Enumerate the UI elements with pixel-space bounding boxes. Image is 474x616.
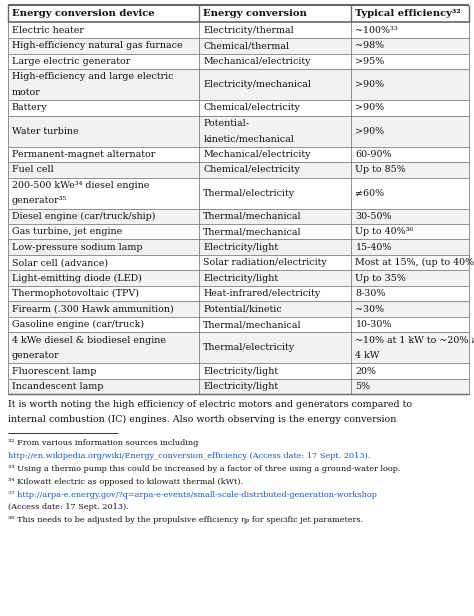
Text: 4 kWe diesel & biodiesel engine: 4 kWe diesel & biodiesel engine xyxy=(12,336,166,345)
Bar xyxy=(8,177,469,208)
Text: 15-40%: 15-40% xyxy=(356,243,392,252)
Bar xyxy=(8,54,469,69)
Text: Electricity/light: Electricity/light xyxy=(203,274,278,283)
Text: ³⁶ This needs to be adjusted by the propulsive efficiency ηₚ for specific jet pa: ³⁶ This needs to be adjusted by the prop… xyxy=(8,516,363,524)
Text: 5%: 5% xyxy=(356,383,371,391)
Text: Most at 15%, (up to 40%): Most at 15%, (up to 40%) xyxy=(356,258,474,267)
Text: Typical efficiency³²: Typical efficiency³² xyxy=(356,9,461,18)
Text: >90%: >90% xyxy=(356,103,384,112)
Bar xyxy=(8,270,469,286)
Text: Water turbine: Water turbine xyxy=(12,126,79,136)
Text: http://en.wikipedia.org/wiki/Energy_conversion_efficiency (Access date: 17 Sept.: http://en.wikipedia.org/wiki/Energy_conv… xyxy=(8,452,370,460)
Text: (Access date: 17 Sept. 2013).: (Access date: 17 Sept. 2013). xyxy=(8,503,129,511)
Text: ³⁵ http://arpa-e.energy.gov/?q=arpa-e-events/small-scale-distributed-generation-: ³⁵ http://arpa-e.energy.gov/?q=arpa-e-ev… xyxy=(8,491,377,499)
Text: Thermal/electricity: Thermal/electricity xyxy=(203,344,295,352)
Text: 30-50%: 30-50% xyxy=(356,212,392,221)
Text: generator³⁵: generator³⁵ xyxy=(12,197,67,205)
Text: Energy conversion device: Energy conversion device xyxy=(12,9,155,18)
Text: 200-500 kWe³⁴ diesel engine: 200-500 kWe³⁴ diesel engine xyxy=(12,180,149,190)
Text: generator: generator xyxy=(12,351,60,360)
Text: >90%: >90% xyxy=(356,126,384,136)
Text: Diesel engine (car/truck/ship): Diesel engine (car/truck/ship) xyxy=(12,212,155,221)
Text: Electricity/thermal: Electricity/thermal xyxy=(203,26,294,34)
Text: ~30%: ~30% xyxy=(356,305,384,314)
Bar xyxy=(8,147,469,162)
Bar xyxy=(8,208,469,224)
Text: Chemical/thermal: Chemical/thermal xyxy=(203,41,290,51)
Text: Up to 35%: Up to 35% xyxy=(356,274,406,283)
Text: 10-30%: 10-30% xyxy=(356,320,392,329)
Text: Light-emitting diode (LED): Light-emitting diode (LED) xyxy=(12,274,142,283)
Text: Chemical/electricity: Chemical/electricity xyxy=(203,103,300,112)
Text: ~98%: ~98% xyxy=(356,41,384,51)
Text: >90%: >90% xyxy=(356,80,384,89)
Text: Fuel cell: Fuel cell xyxy=(12,165,54,174)
Bar xyxy=(8,224,469,240)
Text: Fluorescent lamp: Fluorescent lamp xyxy=(12,367,96,376)
Text: Energy conversion: Energy conversion xyxy=(203,9,307,18)
Text: 20%: 20% xyxy=(356,367,376,376)
Text: ³² From various information sources including: ³² From various information sources incl… xyxy=(8,439,198,447)
Text: ³⁴ Kilowatt electric as opposed to kilowatt thermal (kWt).: ³⁴ Kilowatt electric as opposed to kilow… xyxy=(8,478,243,486)
Text: ~100%³³: ~100%³³ xyxy=(356,26,398,34)
Text: Firearm (.300 Hawk ammunition): Firearm (.300 Hawk ammunition) xyxy=(12,305,174,314)
Bar xyxy=(8,5,469,23)
Text: Gas turbine, jet engine: Gas turbine, jet engine xyxy=(12,227,122,237)
Text: >95%: >95% xyxy=(356,57,385,66)
Bar xyxy=(8,116,469,147)
Text: Battery: Battery xyxy=(12,103,47,112)
Text: Mechanical/electricity: Mechanical/electricity xyxy=(203,57,311,66)
Text: Chemical/electricity: Chemical/electricity xyxy=(203,165,300,174)
Text: Electricity/light: Electricity/light xyxy=(203,383,278,391)
Bar xyxy=(8,255,469,270)
Text: ³³ Using a thermo pump this could be increased by a factor of three using a grou: ³³ Using a thermo pump this could be inc… xyxy=(8,465,401,473)
Bar xyxy=(8,301,469,317)
Text: Electricity/mechanical: Electricity/mechanical xyxy=(203,80,311,89)
Text: Solar radiation/electricity: Solar radiation/electricity xyxy=(203,258,327,267)
Text: Gasoline engine (car/truck): Gasoline engine (car/truck) xyxy=(12,320,144,330)
Text: It is worth noting the high efficiency of electric motors and generators compare: It is worth noting the high efficiency o… xyxy=(8,400,412,410)
Text: Electricity/light: Electricity/light xyxy=(203,367,278,376)
Text: Potential/kinetic: Potential/kinetic xyxy=(203,305,282,314)
Text: Thermal/mechanical: Thermal/mechanical xyxy=(203,212,302,221)
Bar xyxy=(8,317,469,333)
Bar xyxy=(8,69,469,100)
Text: Large electric generator: Large electric generator xyxy=(12,57,130,66)
Text: Low-pressure sodium lamp: Low-pressure sodium lamp xyxy=(12,243,143,252)
Text: motor: motor xyxy=(12,87,41,97)
Text: Thermal/mechanical: Thermal/mechanical xyxy=(203,320,302,329)
Text: ~10% at 1 kW to ~20% at: ~10% at 1 kW to ~20% at xyxy=(356,336,474,345)
Text: Up to 85%: Up to 85% xyxy=(356,165,406,174)
Text: Electric heater: Electric heater xyxy=(12,26,84,34)
Bar xyxy=(8,363,469,379)
Text: internal combustion (IC) engines. Also worth observing is the energy conversion: internal combustion (IC) engines. Also w… xyxy=(8,415,396,424)
Text: High-efficiency natural gas furnace: High-efficiency natural gas furnace xyxy=(12,41,182,51)
Text: Up to 40%³⁶: Up to 40%³⁶ xyxy=(356,227,414,237)
Text: ≠60%: ≠60% xyxy=(356,188,384,198)
Text: Thermal/electricity: Thermal/electricity xyxy=(203,188,295,198)
Text: Potential-: Potential- xyxy=(203,119,249,128)
Text: 60-90%: 60-90% xyxy=(356,150,392,159)
Text: Thermal/mechanical: Thermal/mechanical xyxy=(203,227,302,237)
Text: Permanent-magnet alternator: Permanent-magnet alternator xyxy=(12,150,155,159)
Bar xyxy=(8,333,469,363)
Bar xyxy=(8,23,469,38)
Text: High-efficiency and large electric: High-efficiency and large electric xyxy=(12,72,173,81)
Text: Incandescent lamp: Incandescent lamp xyxy=(12,383,103,391)
Text: Mechanical/electricity: Mechanical/electricity xyxy=(203,150,311,159)
Bar xyxy=(8,100,469,116)
Bar xyxy=(8,162,469,177)
Text: Solar cell (advance): Solar cell (advance) xyxy=(12,258,108,267)
Text: Heat-infrared/electricity: Heat-infrared/electricity xyxy=(203,290,320,298)
Text: Thermophotovoltaic (TPV): Thermophotovoltaic (TPV) xyxy=(12,289,139,298)
Text: 4 kW: 4 kW xyxy=(356,351,380,360)
Bar xyxy=(8,240,469,255)
Text: kinetic/mechanical: kinetic/mechanical xyxy=(203,134,294,144)
Bar xyxy=(8,38,469,54)
Bar xyxy=(8,379,469,394)
Bar xyxy=(8,286,469,301)
Text: Electricity/light: Electricity/light xyxy=(203,243,278,252)
Text: 8-30%: 8-30% xyxy=(356,290,386,298)
